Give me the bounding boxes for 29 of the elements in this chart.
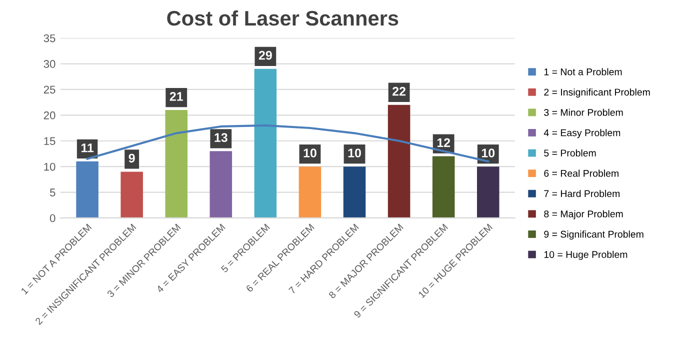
legend-label: 1 = Not a Problem bbox=[544, 68, 622, 76]
y-tick-label: 5 bbox=[50, 188, 56, 196]
y-tick-label: 30 bbox=[44, 60, 56, 68]
legend-label: 4 = Easy Problem bbox=[544, 129, 620, 138]
legend-label: 7 = Hard Problem bbox=[544, 190, 620, 198]
legend-label: 2 = Insignificant Problem bbox=[544, 88, 650, 98]
data-label: 22 bbox=[392, 86, 406, 96]
legend-label: 6 = Real Problem bbox=[544, 170, 618, 177]
data-label: 10 bbox=[304, 148, 316, 158]
data-label: 29 bbox=[258, 50, 272, 60]
data-label: 12 bbox=[437, 138, 450, 148]
legend-label: 10 = Huge Problem bbox=[544, 250, 628, 260]
y-tick-label: 20 bbox=[44, 111, 56, 120]
data-label: 10 bbox=[348, 148, 361, 158]
y-tick-label: 25 bbox=[44, 86, 56, 94]
y-tick-label: 10 bbox=[44, 162, 56, 171]
chart-title: Cost of Laser Scanners bbox=[167, 10, 398, 26]
data-label: 11 bbox=[81, 144, 94, 152]
data-label: 9 bbox=[128, 154, 135, 163]
legend-label: 8 = Major Problem bbox=[544, 210, 623, 220]
data-label: 21 bbox=[170, 92, 183, 101]
legend-label: 3 = Minor Problem bbox=[544, 108, 623, 116]
data-label: 13 bbox=[214, 133, 228, 142]
legend-label: 9 = Significant Problem bbox=[544, 230, 644, 240]
y-tick-label: 15 bbox=[44, 137, 56, 146]
y-tick-label: 0 bbox=[50, 214, 56, 222]
legend-label: 5 = Problem bbox=[544, 149, 596, 156]
data-label: 10 bbox=[482, 148, 495, 158]
y-tick-label: 35 bbox=[44, 34, 56, 42]
